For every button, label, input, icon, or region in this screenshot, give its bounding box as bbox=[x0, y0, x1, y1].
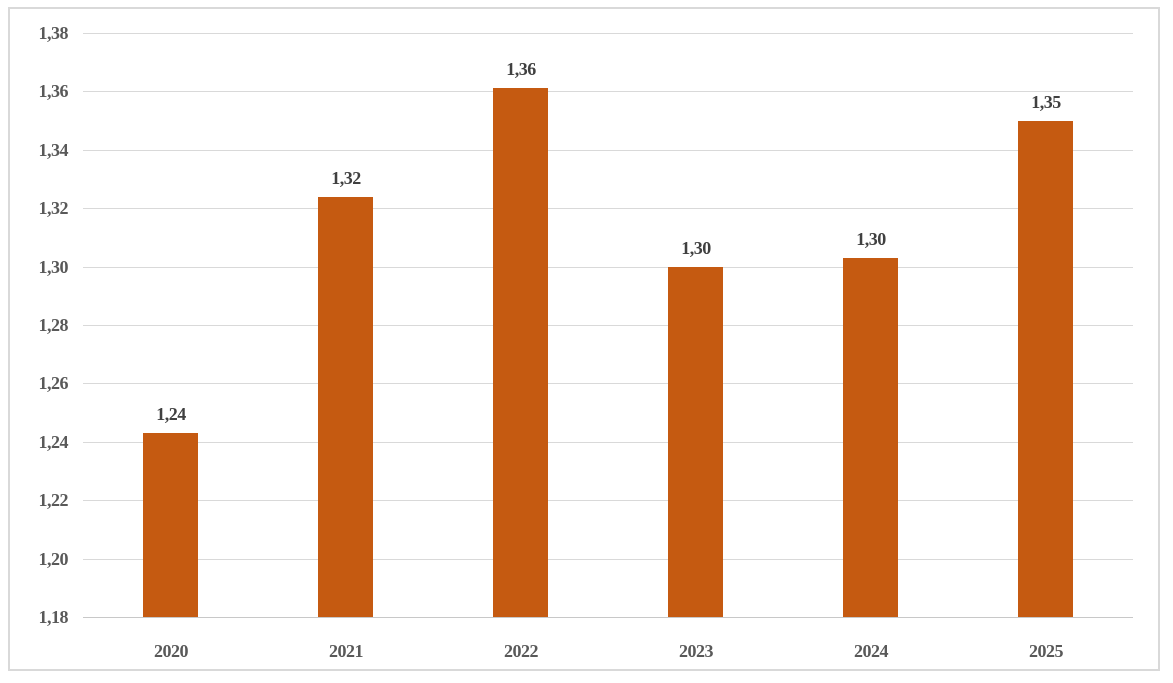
x-axis-tick-label-2020: 2020 bbox=[154, 641, 189, 661]
y-axis-tick-label: 1,36 bbox=[38, 81, 69, 101]
data-label-2021: 1,32 bbox=[331, 168, 361, 188]
y-axis-tick-label: 1,32 bbox=[38, 198, 69, 218]
bar-2024 bbox=[843, 258, 898, 617]
y-axis-tick-label: 1,18 bbox=[38, 607, 69, 627]
data-label-2025: 1,35 bbox=[1031, 92, 1061, 112]
gridline bbox=[83, 325, 1133, 326]
y-axis-tick-label: 1,28 bbox=[38, 315, 69, 335]
y-axis-tick-label: 1,24 bbox=[38, 432, 69, 452]
bar-2021 bbox=[318, 197, 373, 617]
chart-outer-border bbox=[8, 7, 1160, 671]
data-label-2023: 1,30 bbox=[681, 238, 711, 258]
gridline bbox=[83, 559, 1133, 560]
y-axis-tick-label: 1,30 bbox=[38, 257, 69, 277]
y-axis-tick-label: 1,38 bbox=[38, 23, 69, 43]
y-axis-tick-label: 1,26 bbox=[38, 373, 69, 393]
y-axis-tick-label: 1,22 bbox=[38, 490, 69, 510]
gridline bbox=[83, 150, 1133, 151]
gridline bbox=[83, 383, 1133, 384]
x-axis-tick-label-2023: 2023 bbox=[679, 641, 714, 661]
x-axis-tick-label-2022: 2022 bbox=[504, 641, 539, 661]
gridline bbox=[83, 208, 1133, 209]
bar-2022 bbox=[493, 88, 548, 617]
data-label-2022: 1,36 bbox=[506, 59, 536, 79]
bar-2025 bbox=[1018, 121, 1073, 617]
gridline bbox=[83, 33, 1133, 34]
bar-2020 bbox=[143, 433, 198, 617]
y-axis-tick-label: 1,34 bbox=[38, 140, 69, 160]
x-axis-tick-label-2025: 2025 bbox=[1029, 641, 1064, 661]
x-axis-tick-label-2021: 2021 bbox=[329, 641, 364, 661]
data-label-2024: 1,30 bbox=[856, 229, 886, 249]
x-axis-line bbox=[83, 617, 1133, 618]
y-axis-tick-label: 1,20 bbox=[38, 549, 69, 569]
gridline bbox=[83, 442, 1133, 443]
bar-2023 bbox=[668, 267, 723, 617]
data-label-2020: 1,24 bbox=[156, 404, 186, 424]
gridline bbox=[83, 91, 1133, 92]
gridline bbox=[83, 500, 1133, 501]
gridline bbox=[83, 267, 1133, 268]
x-axis-tick-label-2024: 2024 bbox=[854, 641, 889, 661]
